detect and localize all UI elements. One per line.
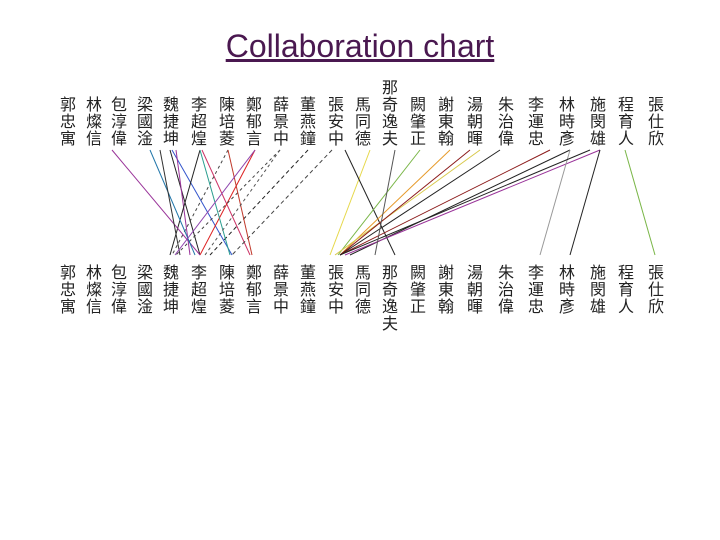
link xyxy=(339,149,471,256)
link xyxy=(149,149,196,256)
person-name: 鄭郁言 xyxy=(245,95,262,148)
person-name: 李超煌 xyxy=(190,95,207,148)
person-name: 謝東翰 xyxy=(437,95,454,148)
person-name: 郭忠寓 xyxy=(59,95,76,148)
person-name: 陳培菱 xyxy=(218,95,235,148)
person-name: 湯朝暉 xyxy=(466,95,483,148)
person-name: 李運忠 xyxy=(527,95,544,148)
link xyxy=(111,149,201,256)
person-name: 闕肇正 xyxy=(409,263,426,316)
person-name: 湯朝暉 xyxy=(466,263,483,316)
person-name: 那奇逸夫 xyxy=(381,263,398,333)
link xyxy=(624,149,656,256)
link xyxy=(339,149,501,256)
link xyxy=(175,149,281,256)
person-name: 鄭郁言 xyxy=(245,263,262,316)
link xyxy=(201,149,251,256)
person-name: 梁國淦 xyxy=(136,263,153,316)
person-name: 梁國淦 xyxy=(136,95,153,148)
link xyxy=(231,149,333,256)
link xyxy=(339,149,551,256)
person-name: 董燕鐘 xyxy=(299,95,316,148)
person-name: 施閔雄 xyxy=(589,263,606,316)
person-name: 林燦信 xyxy=(85,95,102,148)
person-name: 張安中 xyxy=(327,95,344,148)
link xyxy=(334,149,481,256)
person-name: 陳培菱 xyxy=(218,263,235,316)
person-name: 林時彥 xyxy=(558,263,575,316)
link xyxy=(374,149,396,256)
person-name: 馬同德 xyxy=(354,263,371,316)
link xyxy=(344,149,396,256)
person-name: 那奇逸夫 xyxy=(381,78,398,148)
person-name: 馬同德 xyxy=(354,95,371,148)
person-name: 薛景中 xyxy=(272,95,289,148)
person-name: 闕肇正 xyxy=(409,95,426,148)
link xyxy=(329,149,371,256)
person-name: 魏捷坤 xyxy=(162,263,179,316)
link xyxy=(171,149,233,256)
link xyxy=(339,149,591,256)
person-name: 朱治偉 xyxy=(497,263,514,316)
link xyxy=(344,149,601,256)
person-name: 薛景中 xyxy=(272,263,289,316)
person-name: 謝東翰 xyxy=(437,263,454,316)
person-name: 李運忠 xyxy=(527,263,544,316)
link xyxy=(159,149,181,256)
link xyxy=(539,149,571,256)
person-name: 林燦信 xyxy=(85,263,102,316)
link xyxy=(174,149,256,256)
person-name: 張仕欣 xyxy=(647,263,664,316)
person-name: 朱治偉 xyxy=(497,95,514,148)
person-name: 程育人 xyxy=(617,95,634,148)
link xyxy=(227,149,253,256)
person-name: 施閔雄 xyxy=(589,95,606,148)
link xyxy=(171,149,229,256)
link xyxy=(169,149,201,256)
person-name: 程育人 xyxy=(617,263,634,316)
person-name: 張仕欣 xyxy=(647,95,664,148)
person-name: 林時彥 xyxy=(558,95,575,148)
link xyxy=(337,149,421,256)
person-name: 李超煌 xyxy=(190,263,207,316)
person-name: 郭忠寓 xyxy=(59,263,76,316)
person-name: 包淳偉 xyxy=(110,263,127,316)
link xyxy=(209,149,309,256)
person-name: 包淳偉 xyxy=(110,95,127,148)
person-name: 董燕鐘 xyxy=(299,263,316,316)
link xyxy=(569,149,601,256)
title: Collaboration chart xyxy=(225,28,495,64)
person-name: 魏捷坤 xyxy=(162,95,179,148)
person-name: 張安中 xyxy=(327,263,344,316)
